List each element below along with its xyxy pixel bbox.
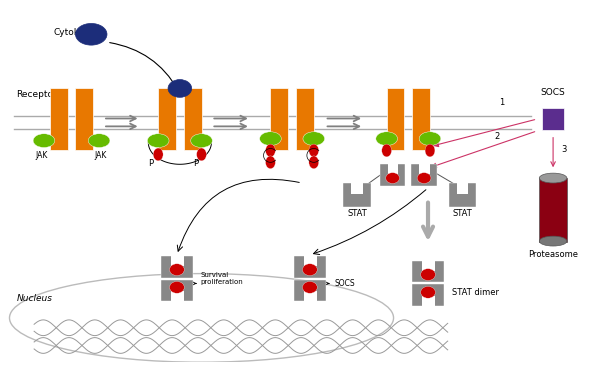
Text: 3: 3 [561, 146, 566, 154]
FancyBboxPatch shape [158, 88, 176, 150]
FancyBboxPatch shape [343, 183, 371, 207]
Text: P: P [193, 159, 198, 168]
FancyBboxPatch shape [411, 164, 437, 186]
Ellipse shape [170, 281, 184, 293]
Ellipse shape [197, 148, 206, 161]
Text: STAT: STAT [452, 210, 472, 219]
Ellipse shape [539, 173, 567, 183]
Text: 2: 2 [494, 132, 499, 141]
FancyBboxPatch shape [422, 296, 435, 306]
Text: P: P [148, 159, 153, 168]
Text: STAT: STAT [347, 210, 367, 219]
FancyBboxPatch shape [388, 164, 398, 174]
Text: JAK: JAK [95, 151, 107, 160]
FancyBboxPatch shape [539, 178, 567, 242]
Ellipse shape [303, 132, 325, 146]
FancyBboxPatch shape [422, 261, 435, 270]
FancyBboxPatch shape [351, 183, 363, 194]
Ellipse shape [302, 281, 317, 293]
Ellipse shape [153, 148, 163, 161]
Text: SOCS: SOCS [541, 88, 565, 97]
FancyBboxPatch shape [449, 183, 476, 207]
Ellipse shape [266, 144, 275, 157]
Ellipse shape [266, 156, 275, 169]
FancyBboxPatch shape [412, 261, 444, 283]
Ellipse shape [419, 132, 441, 146]
FancyBboxPatch shape [161, 256, 193, 277]
Ellipse shape [191, 134, 212, 147]
FancyBboxPatch shape [380, 164, 406, 186]
Ellipse shape [376, 132, 397, 146]
FancyBboxPatch shape [457, 183, 469, 194]
FancyBboxPatch shape [294, 280, 326, 301]
FancyBboxPatch shape [184, 88, 202, 150]
Ellipse shape [148, 134, 169, 147]
Ellipse shape [382, 144, 392, 157]
Text: Nucleus: Nucleus [16, 294, 52, 303]
Ellipse shape [88, 134, 110, 147]
FancyBboxPatch shape [76, 88, 93, 150]
FancyBboxPatch shape [412, 284, 444, 306]
FancyBboxPatch shape [386, 88, 404, 150]
FancyBboxPatch shape [419, 164, 430, 174]
Ellipse shape [302, 264, 317, 276]
Ellipse shape [309, 144, 319, 157]
Ellipse shape [539, 236, 567, 246]
Ellipse shape [421, 269, 436, 280]
FancyBboxPatch shape [304, 291, 317, 301]
Ellipse shape [33, 134, 55, 147]
Ellipse shape [417, 173, 431, 184]
FancyBboxPatch shape [304, 256, 317, 266]
Text: Survival
proliferation: Survival proliferation [200, 272, 243, 285]
Text: Receptor: Receptor [16, 90, 57, 99]
FancyBboxPatch shape [50, 88, 68, 150]
Ellipse shape [76, 23, 107, 45]
Text: SOCS: SOCS [334, 279, 355, 288]
Text: 1: 1 [499, 98, 504, 107]
Text: Proteasome: Proteasome [528, 250, 578, 259]
Text: STAT dimer: STAT dimer [452, 288, 499, 297]
Text: Cytokine: Cytokine [54, 28, 94, 37]
Text: JAK: JAK [36, 151, 48, 160]
FancyBboxPatch shape [296, 88, 314, 150]
FancyBboxPatch shape [412, 88, 430, 150]
Ellipse shape [168, 80, 191, 97]
FancyBboxPatch shape [171, 256, 184, 266]
FancyBboxPatch shape [294, 256, 326, 277]
Ellipse shape [386, 173, 400, 184]
FancyBboxPatch shape [271, 88, 288, 150]
FancyBboxPatch shape [171, 291, 184, 301]
Ellipse shape [425, 144, 435, 157]
Ellipse shape [260, 132, 281, 146]
FancyBboxPatch shape [161, 280, 193, 301]
Ellipse shape [421, 287, 436, 298]
Ellipse shape [309, 156, 319, 169]
Ellipse shape [170, 264, 184, 276]
